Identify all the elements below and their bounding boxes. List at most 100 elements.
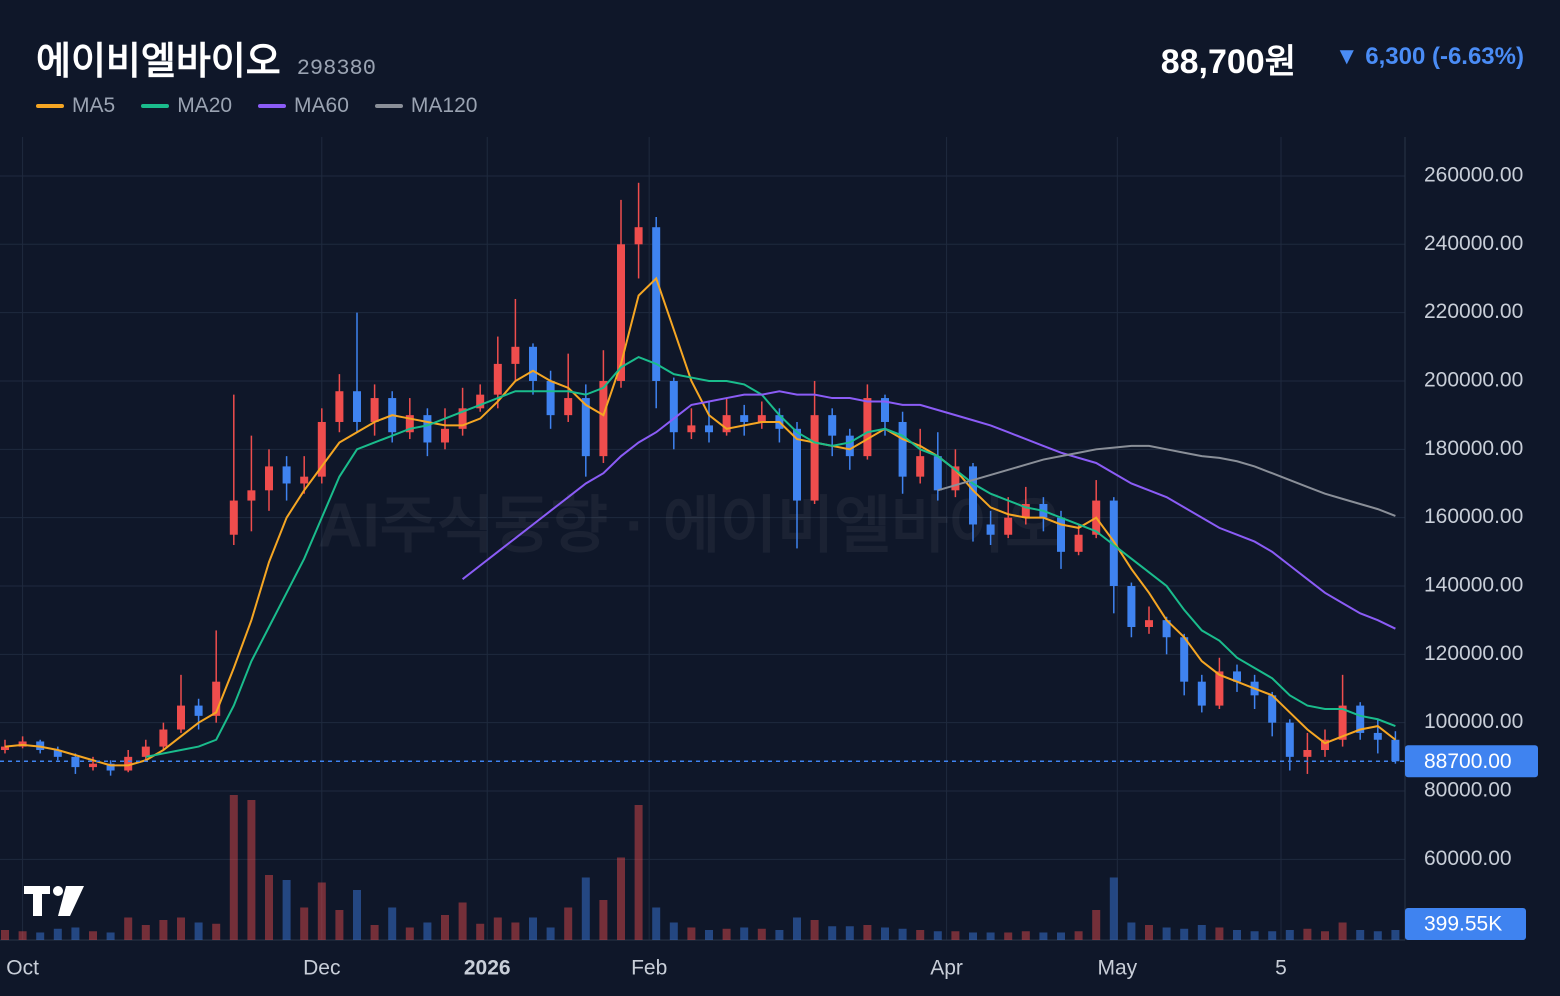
volume-bar [529, 917, 537, 940]
ma-line [461, 390, 1396, 630]
candle-body [546, 380, 555, 416]
candle-body [405, 415, 414, 433]
candle-body [247, 490, 256, 501]
price-change: ▼ 6,300 (-6.63%) [1334, 43, 1524, 70]
volume-bar [722, 928, 731, 940]
candle-body [757, 415, 766, 422]
volume-label: 399.55K [1424, 913, 1502, 936]
volume-bar [986, 932, 995, 940]
volume-bar [317, 882, 326, 940]
volume-bar [863, 925, 872, 940]
volume-bar [36, 932, 45, 940]
candle-body [969, 466, 977, 525]
volume-bar [757, 928, 766, 940]
candle-body [1145, 620, 1153, 628]
candle-body [1338, 705, 1347, 740]
candle-body [529, 346, 537, 381]
y-tick-label: 160000.00 [1424, 505, 1523, 528]
last-price-badge [1405, 745, 1538, 778]
y-tick-label: 120000.00 [1424, 642, 1523, 665]
volume-bar [247, 800, 256, 940]
candle-body [141, 746, 150, 757]
volume-bar [1268, 931, 1277, 940]
volume-bar [1250, 931, 1259, 940]
candle-body [933, 456, 942, 491]
candle-body [300, 476, 309, 484]
price: 88,700원 [1160, 43, 1296, 81]
volume-bar [159, 920, 168, 940]
x-tick-label: Oct [6, 957, 39, 980]
y-tick-label: 200000.00 [1424, 369, 1523, 392]
volume-bar [1303, 928, 1312, 940]
volume-bar [1233, 930, 1241, 940]
candle-body [863, 398, 872, 457]
candle-body [617, 244, 625, 381]
volume-bar [652, 907, 661, 940]
candle-body [282, 466, 291, 484]
candle-body [951, 466, 960, 491]
volume-badge [1405, 908, 1526, 940]
volume-bar [89, 931, 97, 940]
candle-body [828, 415, 837, 436]
candle-body [1268, 695, 1277, 723]
x-tick-label: May [1097, 957, 1137, 980]
volume-bar [933, 931, 942, 940]
legend-label: MA60 [294, 94, 349, 117]
candle-body [370, 398, 379, 422]
candle-body [1, 746, 9, 751]
volume-bar [177, 917, 185, 940]
volume-bar [1356, 930, 1365, 940]
volume-bar [1127, 922, 1136, 940]
y-tick-label: 240000.00 [1424, 232, 1523, 255]
volume-bar [1215, 927, 1224, 940]
volume-bar [370, 925, 379, 940]
candle-body [106, 763, 115, 771]
candle-body [740, 415, 749, 422]
candle-body [511, 346, 520, 364]
volume-bar [124, 917, 133, 940]
candle-body [353, 391, 361, 422]
candle-body [1215, 671, 1224, 706]
volume-bar [388, 907, 397, 940]
volume-bar [1321, 931, 1329, 940]
volume-bar [229, 795, 238, 940]
volume-bar [687, 927, 696, 940]
candle-body [1057, 517, 1065, 552]
volume-bar [1109, 877, 1118, 940]
volume-bar [493, 917, 502, 940]
candle-body [881, 398, 889, 422]
candle-body [581, 398, 590, 457]
candle-body [458, 408, 467, 429]
legend-label: MA120 [410, 94, 478, 117]
candle-body [335, 391, 344, 422]
volume-bar [1197, 925, 1206, 940]
volume-bar [881, 927, 889, 940]
logo [24, 886, 84, 916]
volume-bar [793, 917, 801, 940]
candle-body [1373, 732, 1382, 740]
volume-bar [265, 875, 273, 940]
y-tick-label: 80000.00 [1424, 779, 1512, 802]
candle-body [177, 705, 185, 730]
x-tick-label: 5 [1275, 957, 1287, 980]
volume-bar [1, 930, 9, 940]
volume-bar [141, 925, 150, 940]
volume-bar [194, 922, 203, 940]
volume-bar [1004, 932, 1013, 940]
candle-body [810, 415, 819, 501]
y-tick-label: 220000.00 [1424, 300, 1523, 323]
candle-body [212, 681, 221, 716]
legend-swatch [141, 104, 170, 109]
volume-bar [511, 922, 520, 940]
y-tick-label: 180000.00 [1424, 437, 1523, 460]
candle-body [634, 227, 643, 245]
volume-bar [775, 930, 784, 940]
volume-bar [1391, 930, 1400, 940]
stock-code: 298380 [296, 56, 376, 81]
candle-body [669, 380, 678, 433]
candle-body [229, 500, 238, 535]
candle-body [53, 750, 62, 757]
y-tick-label: 140000.00 [1424, 574, 1523, 597]
volume-bar [951, 931, 960, 940]
